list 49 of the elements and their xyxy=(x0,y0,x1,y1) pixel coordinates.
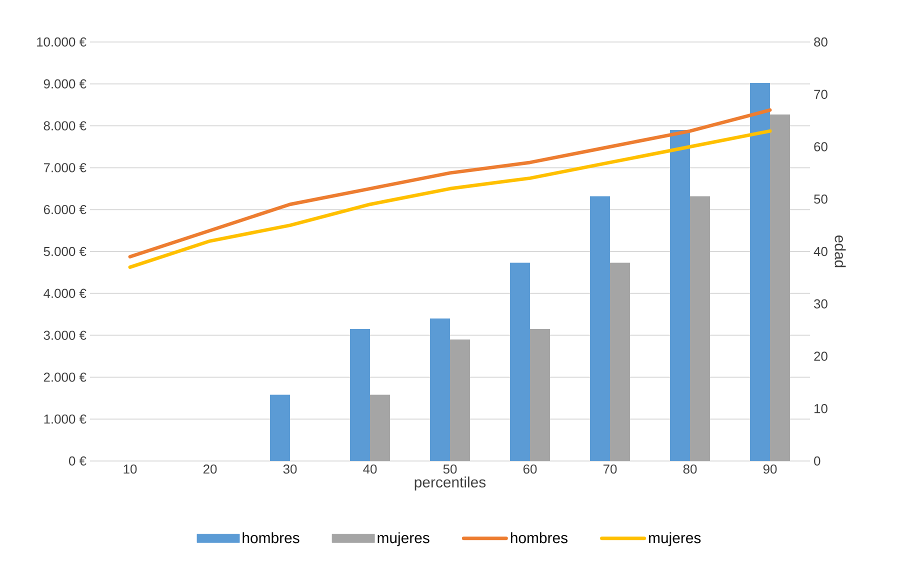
y2-tick-label: 50 xyxy=(814,194,828,204)
x-tick-label: 30 xyxy=(283,464,297,474)
legend-label: mujeres xyxy=(378,532,430,546)
legend-label: hombres xyxy=(510,532,568,544)
bar xyxy=(590,196,610,461)
y-tick-label: 10.000 € xyxy=(37,37,86,47)
y-tick-label: 7.000 € xyxy=(44,163,86,172)
y-tick-label: 9.000 € xyxy=(44,79,86,88)
x-tick-label: 60 xyxy=(523,464,537,474)
legend-label: mujeres xyxy=(649,532,701,546)
y2-tick-label: 20 xyxy=(814,352,828,361)
x-tick-label: 90 xyxy=(763,464,777,474)
line-series xyxy=(128,129,772,269)
legend-label: hombres xyxy=(242,532,300,544)
y-tick-label: 2.000 € xyxy=(44,372,86,382)
y-tick-label: 6.000 € xyxy=(44,205,86,214)
bar xyxy=(270,394,290,461)
y2-tick-label: 0 xyxy=(814,456,820,466)
x-tick-label: 10 xyxy=(124,464,137,474)
y-tick-label: 3.000 € xyxy=(44,330,86,340)
y2-tick-label: 40 xyxy=(814,246,828,256)
bar xyxy=(370,394,390,461)
x-tick-label: 50 xyxy=(443,464,457,474)
x-tick-label: 80 xyxy=(683,464,697,474)
bar xyxy=(770,114,790,461)
y2-axis-title: edad xyxy=(834,236,846,268)
y2-tick-label: 10 xyxy=(814,404,828,414)
bar xyxy=(510,262,530,461)
x-axis-title: percentiles xyxy=(414,476,486,490)
bar xyxy=(350,329,370,461)
y-tick-label: 0 € xyxy=(68,456,86,466)
bar xyxy=(670,130,690,461)
y2-tick-label: 60 xyxy=(814,142,828,152)
y-tick-label: 4.000 € xyxy=(44,288,86,298)
x-tick-label: 20 xyxy=(203,464,217,474)
y2-tick-label: 80 xyxy=(814,37,828,47)
x-tick-label: 70 xyxy=(603,464,617,474)
y2-tick-label: 70 xyxy=(814,90,828,99)
y-tick-label: 1.000 € xyxy=(44,414,86,424)
bar xyxy=(430,318,450,461)
bar xyxy=(690,196,710,461)
bar xyxy=(450,339,470,461)
y2-tick-label: 30 xyxy=(814,299,828,308)
bar xyxy=(610,262,630,461)
y-tick-label: 8.000 € xyxy=(44,121,86,130)
bar xyxy=(530,329,550,461)
y-tick-label: 5.000 € xyxy=(44,246,86,256)
bar xyxy=(750,83,770,461)
x-tick-label: 40 xyxy=(363,464,377,474)
